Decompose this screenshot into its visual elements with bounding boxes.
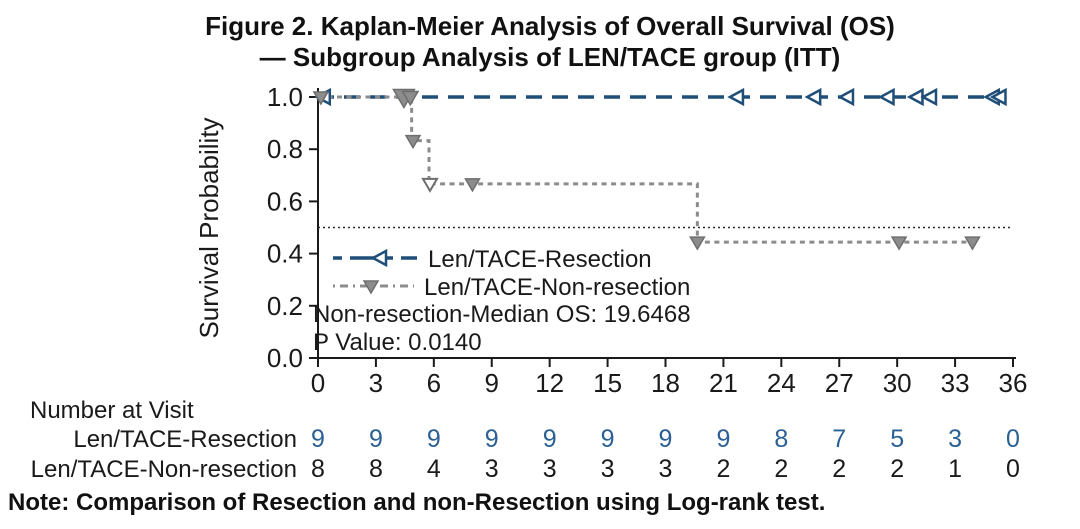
footnote: Note: Comparison of Resection and non-Re…	[8, 489, 825, 516]
p-value-annotation: P Value: 0.0140	[313, 329, 482, 356]
censor-marker-left-triangle	[989, 87, 1007, 107]
x-tick-label: 36	[999, 368, 1028, 398]
at-risk-count: 7	[832, 425, 846, 453]
event-marker-down-triangle	[401, 90, 420, 107]
at-risk-count: 2	[716, 455, 730, 483]
x-tick-label: 6	[427, 368, 441, 398]
event-marker-down-triangle	[689, 236, 706, 251]
at-risk-count: 0	[1006, 425, 1020, 453]
at-risk-count: 9	[543, 425, 557, 453]
at-risk-count: 3	[543, 455, 557, 483]
at-risk-count: 2	[774, 455, 788, 483]
event-marker-down-triangle	[404, 134, 422, 150]
at-risk-count: 2	[890, 455, 904, 483]
event-marker-down-triangle	[964, 236, 981, 251]
at-risk-count: 0	[1006, 455, 1020, 483]
x-tick-label: 3	[369, 368, 383, 398]
y-tick-label: 0.8	[267, 134, 303, 164]
at-risk-count: 1	[948, 455, 962, 483]
legend-label-resection: Len/TACE-Resection	[428, 246, 652, 273]
at-risk-count: 9	[659, 425, 673, 453]
at-risk-label-non-resection: Len/TACE-Non-resection	[31, 456, 297, 483]
x-tick-label: 9	[485, 368, 499, 398]
censor-marker-left-triangle	[727, 87, 745, 107]
survival-curve-non-resection	[318, 95, 979, 244]
censor-marker-left-triangle	[877, 87, 895, 107]
at-risk-count: 9	[716, 425, 730, 453]
y-tick-label: 0.6	[267, 186, 303, 216]
at-risk-count: 9	[601, 425, 615, 453]
censor-marker-left-triangle	[920, 87, 938, 107]
at-risk-count: 2	[832, 455, 846, 483]
x-tick-label: 27	[825, 368, 854, 398]
at-risk-header: Number at Visit	[30, 397, 194, 424]
censor-marker-left-triangle	[837, 87, 855, 107]
at-risk-count: 9	[311, 425, 325, 453]
event-marker-down-triangle	[362, 280, 380, 295]
x-tick-label: 12	[535, 368, 564, 398]
at-risk-count: 8	[369, 455, 383, 483]
series-layer	[312, 87, 1007, 251]
median-os-annotation: Non-resection-Median OS: 19.6468	[313, 301, 691, 328]
y-tick-label: 0.0	[267, 343, 303, 373]
at-risk-count: 9	[369, 425, 383, 453]
at-risk-count: 9	[485, 425, 499, 453]
legend-label-non-resection: Len/TACE-Non-resection	[424, 274, 690, 301]
x-tick-label: 33	[941, 368, 970, 398]
at-risk-count: 3	[948, 425, 962, 453]
at-risk-count: 4	[427, 455, 441, 483]
x-tick-label: 0	[311, 368, 325, 398]
y-axis-label: Survival Probability	[194, 117, 224, 338]
legend-icons	[333, 248, 417, 295]
x-tick-label: 30	[883, 368, 912, 398]
censor-marker-left-triangle	[804, 87, 822, 107]
figure-title-line1: Figure 2. Kaplan-Meier Analysis of Overa…	[205, 11, 895, 41]
at-risk-label-resection: Len/TACE-Resection	[73, 426, 297, 453]
at-risk-count: 3	[485, 455, 499, 483]
y-tick-label: 0.2	[267, 291, 303, 321]
at-risk-count: 5	[890, 425, 904, 453]
x-tick-label: 18	[651, 368, 680, 398]
at-risk-count: 3	[659, 455, 673, 483]
censor-marker-left-triangle	[370, 248, 388, 268]
at-risk-count: 8	[774, 425, 788, 453]
event-marker-down-triangle	[312, 91, 330, 106]
y-tick-label: 1.0	[267, 82, 303, 112]
x-tick-label: 24	[767, 368, 796, 398]
figure-title-line2: — Subgroup Analysis of LEN/TACE group (I…	[260, 42, 841, 72]
event-marker-down-triangle	[421, 177, 439, 193]
event-marker-down-triangle	[890, 236, 908, 251]
at-risk-count: 3	[601, 455, 615, 483]
at-risk-count: 8	[311, 455, 325, 483]
x-tick-label: 21	[709, 368, 738, 398]
at-risk-count: 9	[427, 425, 441, 453]
x-tick-label: 15	[593, 368, 622, 398]
at-risk-numbers: 9 9 9 9 9 9 9 9 8 7 5 3 08 8 4 3 3 3 3 2 2 2 2 1 0	[311, 425, 1020, 483]
event-marker-down-triangle	[464, 178, 481, 193]
y-tick-label: 0.4	[267, 239, 303, 269]
